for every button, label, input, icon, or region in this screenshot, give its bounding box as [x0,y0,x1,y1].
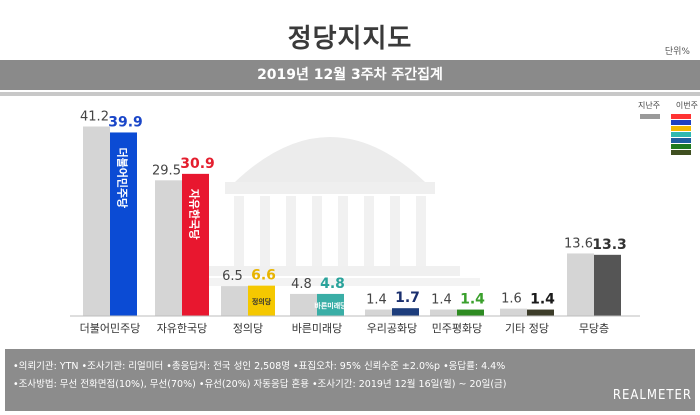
value-label-this-week: 39.9 [108,114,143,130]
category-label: 기타 정당 [505,322,549,335]
value-label-prev: 1.4 [431,293,452,308]
value-label-prev: 29.5 [152,163,181,178]
brand-logo: REALMETER [612,388,692,403]
value-label-this-week: 1.4 [460,292,485,308]
legend-cur-swatch [671,138,691,143]
bar-prev-week [500,308,527,316]
category-label: 바른미래당 [292,322,343,335]
legend-cur-swatch [671,144,691,149]
party-logo-text: 더불어민주당 [116,147,130,208]
party-logo-text: 정의당 [252,297,272,306]
legend-cur-swatch [671,126,691,131]
value-label-this-week: 1.7 [395,290,420,306]
page-title: 정당지지도 [287,24,413,54]
legend-cur-label: 이번주 [675,101,698,110]
party-logo-text: 바른미래당 [314,301,347,310]
category-label: 더불어민주당 [80,322,141,335]
value-label-prev: 1.4 [366,293,387,308]
bar-prev-week [83,126,110,316]
bar-this-week [392,308,419,316]
category-label: 자유한국당 [157,322,208,335]
value-label-prev: 6.5 [222,269,243,284]
value-label-prev: 4.8 [291,277,312,292]
category-label: 민주평화당 [432,322,483,335]
bar-this-week [182,173,209,316]
legend-prev-label: 지난주 [638,101,661,110]
background-building-watermark [180,137,480,286]
bar-prev-week [365,309,392,316]
value-label-this-week: 1.4 [530,292,555,308]
bar-prev-week [290,293,317,316]
survey-info-footer: •의뢰기관: YTN •조사기관: 리얼미터 •총응답자: 전국 성인 2,50… [5,349,695,411]
bar-prev-week [430,309,457,316]
bar-this-week [527,309,554,316]
category-label: 무당층 [579,322,609,335]
category-label: 정의당 [233,322,263,335]
bar-this-week [457,309,484,316]
value-label-this-week: 13.3 [592,237,627,253]
value-label-prev: 1.6 [501,292,522,307]
bar-prev-week [567,253,594,316]
footer-line-1: •의뢰기관: YTN •조사기관: 리얼미터 •총응답자: 전국 성인 2,50… [13,361,506,372]
legend-cur-swatch [671,114,691,119]
legend-cur-swatch [671,120,691,125]
footer-line-2: •조사방법: 무선 전화면접(10%), 무선(70%) •유선(20%) 자동… [13,379,507,390]
value-label-this-week: 4.8 [320,276,345,292]
legend-cur-swatch [671,132,691,137]
bar-this-week [594,254,621,316]
legend: 지난주 이번주 [638,100,698,155]
bar-this-week [317,293,344,316]
bar-prev-week [155,180,182,316]
bar-this-week [248,285,275,316]
banner-divider [0,92,700,96]
value-label-prev: 13.6 [564,236,593,251]
unit-label: 단위% [664,47,690,57]
legend-prev-swatch [640,114,660,119]
value-label-this-week: 6.6 [251,268,276,284]
party-logo-text: 자유한국당 [188,189,202,240]
value-label-prev: 41.2 [80,109,109,124]
category-label: 우리공화당 [367,322,418,335]
bar-this-week [110,132,137,316]
bar-prev-week [221,286,248,316]
legend-cur-swatch [671,150,691,155]
subtitle-banner: 2019년 12월 3주차 주간집계 [0,60,700,90]
value-label-this-week: 30.9 [180,156,215,172]
